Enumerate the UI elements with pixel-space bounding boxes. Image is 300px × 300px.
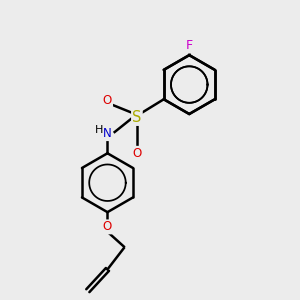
Text: O: O xyxy=(132,147,142,160)
Text: F: F xyxy=(186,40,193,52)
Text: O: O xyxy=(103,94,112,107)
Text: N: N xyxy=(103,127,112,140)
Text: O: O xyxy=(103,220,112,233)
Text: S: S xyxy=(132,110,142,125)
Text: H: H xyxy=(95,125,103,135)
